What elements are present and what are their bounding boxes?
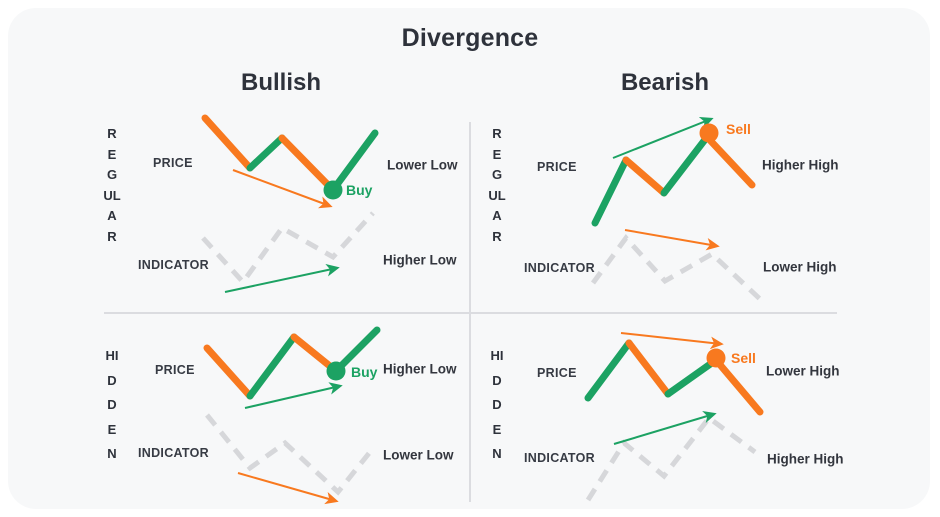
regular-bullish-indicator-label: INDICATOR xyxy=(138,258,209,272)
sell-label: Sell xyxy=(726,121,751,137)
regular-bullish-price-trendline-arrow xyxy=(232,169,333,209)
buy-signal-dot xyxy=(326,361,346,381)
hidden-bullish-price-zigzag xyxy=(203,326,381,400)
hidden-bullish-indicator-label: INDICATOR xyxy=(138,446,209,460)
buy-signal-dot xyxy=(323,180,343,200)
row-label-hidden-right: HIDDEN xyxy=(490,348,504,461)
regular-bearish-indicator-zigzag xyxy=(590,234,762,301)
buy-label: Buy xyxy=(346,182,373,198)
hidden-bearish-price-trendline-arrow xyxy=(620,332,724,350)
horizontal-divider xyxy=(104,312,837,314)
regular-bearish-indicator-trendline-arrow xyxy=(624,229,720,251)
buy-label: Buy xyxy=(351,364,378,380)
hidden-bearish-indicator-outcome: Higher High xyxy=(767,451,844,467)
regular-bullish-indicator-zigzag xyxy=(201,211,375,286)
hidden-bullish-price-label: PRICE xyxy=(155,363,195,377)
hidden-bullish-indicator-outcome: Lower Low xyxy=(383,447,454,463)
regular-bullish-price-outcome: Lower Low xyxy=(387,157,458,173)
hidden-bullish-indicator-zigzag xyxy=(205,413,372,496)
sell-signal-dot xyxy=(706,348,726,368)
hidden-bearish-price-zigzag xyxy=(584,339,764,416)
regular-bullish-price-zigzag xyxy=(201,114,379,194)
hidden-bullish-indicator-trendline-arrow xyxy=(237,472,339,505)
hidden-bearish-price-outcome: Lower High xyxy=(766,363,840,379)
regular-bearish-indicator-outcome: Lower High xyxy=(763,259,837,275)
hidden-bullish-price-outcome: Higher Low xyxy=(383,361,457,377)
hidden-bearish-indicator-zigzag xyxy=(585,414,757,502)
regular-bearish-price-trendline-arrow xyxy=(612,117,714,159)
column-header-bullish: Bullish xyxy=(240,69,321,96)
row-label-hidden-left: HIDDEN xyxy=(105,348,119,461)
sell-label: Sell xyxy=(731,350,756,366)
row-label-regular-right: REGULAR xyxy=(488,126,506,244)
regular-bearish-indicator-label: INDICATOR xyxy=(524,261,595,275)
page-title: Divergence xyxy=(401,24,539,52)
regular-bearish-price-label: PRICE xyxy=(537,160,577,174)
regular-bearish-price-outcome: Higher High xyxy=(762,157,839,173)
hidden-bullish-price-trendline-arrow xyxy=(244,382,343,409)
hidden-bearish-indicator-trendline-arrow xyxy=(613,410,717,445)
row-label-regular-left: REGULAR xyxy=(103,126,121,244)
regular-bullish-price-label: PRICE xyxy=(153,156,193,170)
regular-bullish-indicator-outcome: Higher Low xyxy=(383,252,457,268)
hidden-bearish-price-label: PRICE xyxy=(537,366,577,380)
sell-signal-dot xyxy=(699,123,719,143)
hidden-bearish-indicator-label: INDICATOR xyxy=(524,451,595,465)
regular-bearish-price-zigzag xyxy=(591,133,756,227)
regular-bullish-indicator-trendline-arrow xyxy=(224,264,340,293)
column-header-bearish: Bearish xyxy=(620,69,710,96)
